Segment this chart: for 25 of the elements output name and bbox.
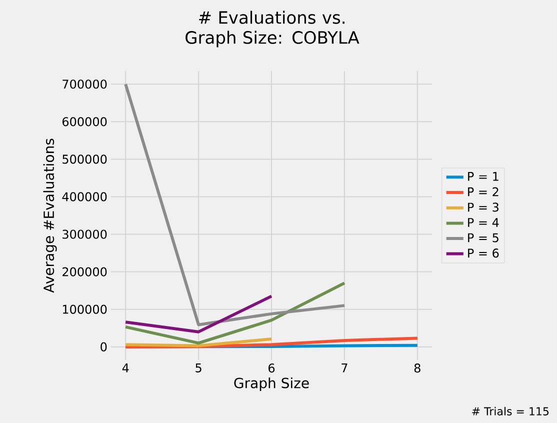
x-tick-label: 5: [196, 364, 202, 372]
y-tick-label: 500000: [62, 154, 107, 164]
text: # Trials = 115: [472, 406, 548, 416]
y-axis-title: Average #Evaluations: [43, 138, 57, 293]
legend-label: P = 3: [468, 202, 498, 212]
y-tick-label: 600000: [62, 117, 107, 126]
y-tick-label: 400000: [62, 192, 107, 202]
x-axis-title: Graph Size: [234, 377, 309, 392]
legend-label: P = 5: [468, 233, 498, 242]
x-tick-label: 8: [414, 364, 420, 373]
x-tick-label: 7: [342, 364, 348, 372]
chart-title: # Evaluations vs. Graph Size: COBYLA: [186, 10, 360, 48]
legend-label: P = 2: [468, 187, 498, 196]
legend-label: P = 4: [468, 218, 499, 227]
y-tick-label: 0: [100, 342, 107, 352]
x-tick-label: 4: [122, 364, 129, 372]
line-series: [124, 82, 346, 326]
x-tick-label: 6: [268, 364, 275, 373]
legend-label: P = 1: [468, 172, 498, 181]
y-tick-label: 100000: [62, 304, 107, 314]
line-series: [124, 282, 346, 345]
y-tick-label: 300000: [62, 230, 107, 239]
legend-label: P = 6: [468, 248, 499, 258]
y-tick-label: 700000: [62, 80, 107, 89]
y-tick-label: 200000: [62, 267, 107, 276]
